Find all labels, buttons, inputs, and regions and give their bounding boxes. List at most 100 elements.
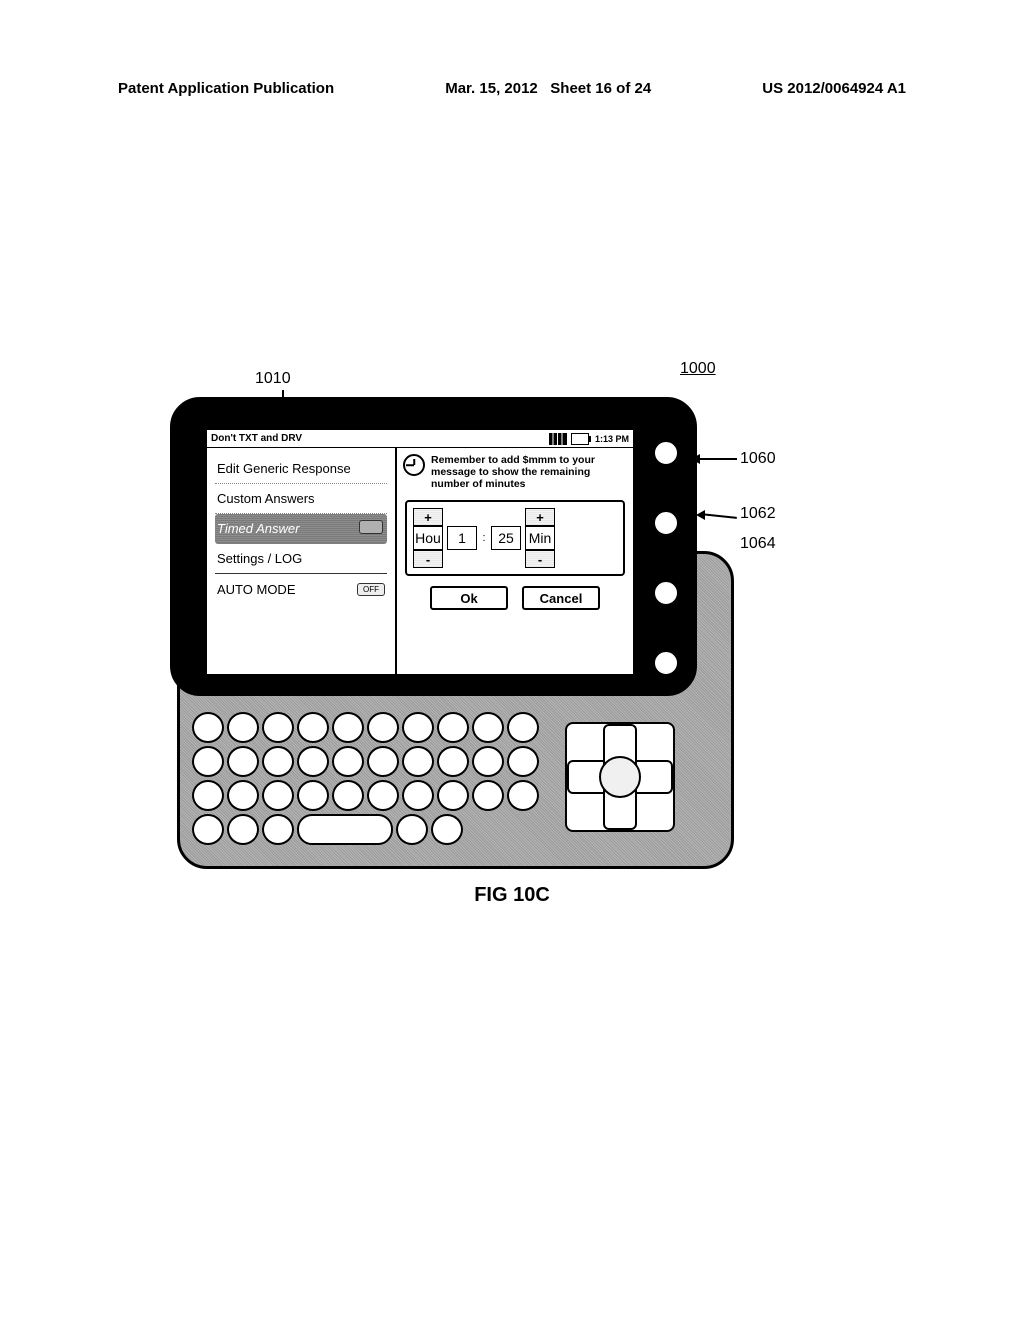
key[interactable] xyxy=(227,712,259,743)
kb-row-4 xyxy=(192,814,542,845)
page-root: Patent Application Publication Mar. 15, … xyxy=(0,0,1024,1320)
touchscreen: Don't TXT and DRV 1:13 PM Edit Generic R… xyxy=(205,428,635,676)
menu-item-settings-log[interactable]: Settings / LOG xyxy=(215,544,387,574)
key[interactable] xyxy=(367,746,399,777)
clock-time: 1:13 PM xyxy=(595,434,629,444)
auto-mode-label: AUTO MODE xyxy=(217,582,296,597)
minute-label-cell: Min xyxy=(525,526,555,550)
reminder-text: Remember to add $mmm to your message to … xyxy=(431,454,627,490)
ref-num-1062: 1062 xyxy=(740,505,776,523)
right-pane: Remember to add $mmm to your message to … xyxy=(397,448,633,674)
key[interactable] xyxy=(472,746,504,777)
key[interactable] xyxy=(472,780,504,811)
key[interactable] xyxy=(367,712,399,743)
menu-item-timed-label: Timed Answer xyxy=(217,521,299,536)
pub-date: Mar. 15, 2012 xyxy=(445,80,538,97)
hour-label-cell: Hou xyxy=(413,526,443,550)
key[interactable] xyxy=(437,780,469,811)
minute-value-col: 25 xyxy=(491,508,521,568)
ref-num-screen: 1010 xyxy=(255,370,291,388)
ref-num-device: 1000 xyxy=(680,360,716,378)
kb-row-1 xyxy=(192,712,542,743)
hour-spinner: + Hou - xyxy=(413,508,443,568)
pub-number: US 2012/0064924 A1 xyxy=(762,80,906,97)
minute-plus-button[interactable]: + xyxy=(525,508,555,526)
key[interactable] xyxy=(437,712,469,743)
key[interactable] xyxy=(192,746,224,777)
app-title: Don't TXT and DRV xyxy=(211,433,302,444)
battery-icon xyxy=(571,433,589,445)
auto-mode-toggle[interactable]: OFF xyxy=(357,583,385,596)
spacebar-key[interactable] xyxy=(297,814,393,845)
key[interactable] xyxy=(431,814,463,845)
hour-minus-button[interactable]: - xyxy=(413,550,443,568)
pub-date-sheet: Mar. 15, 2012 Sheet 16 of 24 xyxy=(445,80,651,97)
menu-item-auto-mode[interactable]: AUTO MODE OFF xyxy=(215,574,387,597)
sheet-number: Sheet 16 of 24 xyxy=(550,80,651,97)
key[interactable] xyxy=(192,814,224,845)
kb-row-2 xyxy=(192,746,542,777)
key[interactable] xyxy=(297,746,329,777)
page-header: Patent Application Publication Mar. 15, … xyxy=(0,80,1024,97)
menu-item-custom-answers[interactable]: Custom Answers xyxy=(215,484,387,514)
key[interactable] xyxy=(507,746,539,777)
figure-label: FIG 10C xyxy=(0,884,1024,907)
key[interactable] xyxy=(262,814,294,845)
key[interactable] xyxy=(227,746,259,777)
dpad xyxy=(565,722,675,832)
key[interactable] xyxy=(332,712,364,743)
selected-badge-icon xyxy=(359,520,383,534)
key[interactable] xyxy=(402,746,434,777)
minute-value[interactable]: 25 xyxy=(491,526,521,550)
hour-value-col: 1 xyxy=(447,508,477,568)
key[interactable] xyxy=(472,712,504,743)
time-colon: : xyxy=(481,508,487,568)
hardware-keyboard xyxy=(192,712,542,848)
signal-icon xyxy=(549,433,567,445)
hardware-button-2[interactable] xyxy=(653,510,679,536)
key[interactable] xyxy=(227,780,259,811)
ref-num-1060: 1060 xyxy=(740,450,776,468)
kb-row-3 xyxy=(192,780,542,811)
menu-item-edit-generic[interactable]: Edit Generic Response xyxy=(215,454,387,484)
dialog-buttons: Ok Cancel xyxy=(403,586,627,610)
status-bar: Don't TXT and DRV 1:13 PM xyxy=(207,430,633,448)
key[interactable] xyxy=(192,712,224,743)
hardware-button-1[interactable] xyxy=(653,440,679,466)
hour-value[interactable]: 1 xyxy=(447,526,477,550)
minute-spinner: + Min - xyxy=(525,508,555,568)
minute-minus-button[interactable]: - xyxy=(525,550,555,568)
menu-item-timed-answer[interactable]: Timed Answer xyxy=(215,514,387,544)
key[interactable] xyxy=(297,780,329,811)
key[interactable] xyxy=(227,814,259,845)
key[interactable] xyxy=(332,746,364,777)
key[interactable] xyxy=(262,780,294,811)
clock-icon xyxy=(403,454,425,476)
device-mockup: Don't TXT and DRV 1:13 PM Edit Generic R… xyxy=(170,397,730,867)
hardware-button-3[interactable] xyxy=(653,580,679,606)
reminder-row: Remember to add $mmm to your message to … xyxy=(403,454,627,490)
key[interactable] xyxy=(402,712,434,743)
left-menu: Edit Generic Response Custom Answers Tim… xyxy=(207,448,397,674)
ref-num-1064: 1064 xyxy=(740,535,776,553)
phone-shell: Don't TXT and DRV 1:13 PM Edit Generic R… xyxy=(170,397,697,696)
key[interactable] xyxy=(192,780,224,811)
key[interactable] xyxy=(297,712,329,743)
key[interactable] xyxy=(402,780,434,811)
dpad-center-button[interactable] xyxy=(599,756,641,798)
doc-type-label: Patent Application Publication xyxy=(118,80,334,97)
hardware-button-4[interactable] xyxy=(653,650,679,676)
key[interactable] xyxy=(396,814,428,845)
key[interactable] xyxy=(332,780,364,811)
screen-content: Edit Generic Response Custom Answers Tim… xyxy=(207,448,633,674)
key[interactable] xyxy=(507,780,539,811)
hour-plus-button[interactable]: + xyxy=(413,508,443,526)
ok-button[interactable]: Ok xyxy=(430,586,508,610)
key[interactable] xyxy=(262,746,294,777)
key[interactable] xyxy=(437,746,469,777)
time-picker: + Hou - 1 : xyxy=(405,500,625,576)
key[interactable] xyxy=(262,712,294,743)
key[interactable] xyxy=(507,712,539,743)
key[interactable] xyxy=(367,780,399,811)
cancel-button[interactable]: Cancel xyxy=(522,586,600,610)
